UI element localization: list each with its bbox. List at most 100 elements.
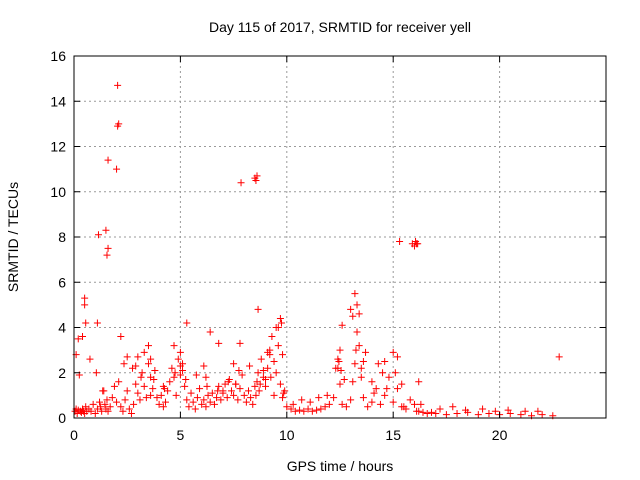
data-point xyxy=(236,339,244,347)
data-point xyxy=(238,371,246,379)
data-point xyxy=(172,391,180,399)
data-point xyxy=(149,385,157,393)
data-point xyxy=(125,405,133,413)
data-point xyxy=(79,333,87,341)
data-point xyxy=(257,355,265,363)
data-point xyxy=(182,376,190,384)
data-point xyxy=(206,328,214,336)
data-point xyxy=(115,378,123,386)
y-tick-label: 12 xyxy=(50,139,66,155)
data-point xyxy=(81,301,89,309)
data-point xyxy=(108,394,116,402)
data-point xyxy=(123,387,131,395)
data-point xyxy=(92,369,100,377)
data-point xyxy=(351,360,359,368)
data-point xyxy=(120,360,128,368)
data-point xyxy=(74,335,82,343)
data-point xyxy=(198,400,206,408)
data-point xyxy=(268,333,276,341)
data-point xyxy=(274,342,282,350)
data-point xyxy=(246,362,254,370)
data-point xyxy=(349,378,357,386)
data-point xyxy=(99,387,107,395)
y-tick-label: 8 xyxy=(58,229,66,245)
data-point xyxy=(485,409,493,417)
data-point xyxy=(393,353,401,361)
data-point xyxy=(393,385,401,393)
data-point xyxy=(259,366,267,374)
data-point xyxy=(255,387,263,395)
data-point xyxy=(338,400,346,408)
data-point xyxy=(474,411,482,419)
data-point xyxy=(283,403,291,411)
x-tick-label: 10 xyxy=(279,427,295,443)
data-point xyxy=(204,391,212,399)
data-point xyxy=(81,294,89,302)
data-point xyxy=(97,403,105,411)
data-point xyxy=(291,407,299,415)
data-point xyxy=(264,364,272,372)
data-point xyxy=(244,387,252,395)
data-point xyxy=(415,378,423,386)
data-point xyxy=(193,394,201,402)
data-point xyxy=(272,369,280,377)
data-point xyxy=(419,408,427,416)
data-point xyxy=(252,391,260,399)
data-point xyxy=(214,387,222,395)
data-points xyxy=(71,81,563,420)
data-point xyxy=(351,290,359,298)
data-point xyxy=(349,312,357,320)
data-point xyxy=(103,396,111,404)
data-point xyxy=(276,380,284,388)
data-point xyxy=(200,396,208,404)
data-point xyxy=(364,403,372,411)
data-point xyxy=(86,355,94,363)
data-point xyxy=(162,398,170,406)
data-point xyxy=(376,400,384,408)
data-point xyxy=(383,385,391,393)
data-point xyxy=(398,380,406,388)
data-point xyxy=(215,339,223,347)
data-point xyxy=(340,376,348,384)
data-point xyxy=(479,405,487,413)
data-point xyxy=(274,324,282,331)
data-point xyxy=(98,407,106,415)
data-point xyxy=(206,398,214,406)
data-point xyxy=(381,391,389,399)
data-point xyxy=(227,387,235,395)
y-tick-label: 16 xyxy=(50,48,66,64)
y-tick-label: 14 xyxy=(50,93,66,109)
data-point xyxy=(242,398,250,406)
data-point xyxy=(104,244,112,252)
data-point xyxy=(159,403,167,411)
x-axis-title: GPS time / hours xyxy=(287,458,394,474)
data-point xyxy=(368,398,376,406)
y-tick-label: 2 xyxy=(58,365,66,381)
data-point xyxy=(213,394,221,402)
data-point xyxy=(256,380,264,388)
data-point xyxy=(176,348,184,356)
x-tick-label: 5 xyxy=(177,427,185,443)
data-point xyxy=(103,251,111,259)
data-point xyxy=(400,403,408,411)
data-point xyxy=(368,378,376,386)
data-point xyxy=(232,380,240,388)
data-point xyxy=(174,355,182,363)
data-point xyxy=(336,380,344,388)
data-point xyxy=(277,319,285,327)
data-point xyxy=(236,385,244,393)
data-point xyxy=(113,165,121,173)
data-point xyxy=(137,373,145,381)
data-point xyxy=(170,373,178,381)
data-point xyxy=(517,411,525,419)
data-point xyxy=(347,396,355,404)
data-point xyxy=(279,394,287,402)
data-point xyxy=(287,405,295,413)
data-point xyxy=(114,81,122,89)
data-point xyxy=(342,403,350,411)
data-point xyxy=(89,400,97,408)
y-axis-title: SRMTID / TECUs xyxy=(5,182,21,292)
data-point xyxy=(140,348,148,356)
data-point xyxy=(315,394,323,402)
